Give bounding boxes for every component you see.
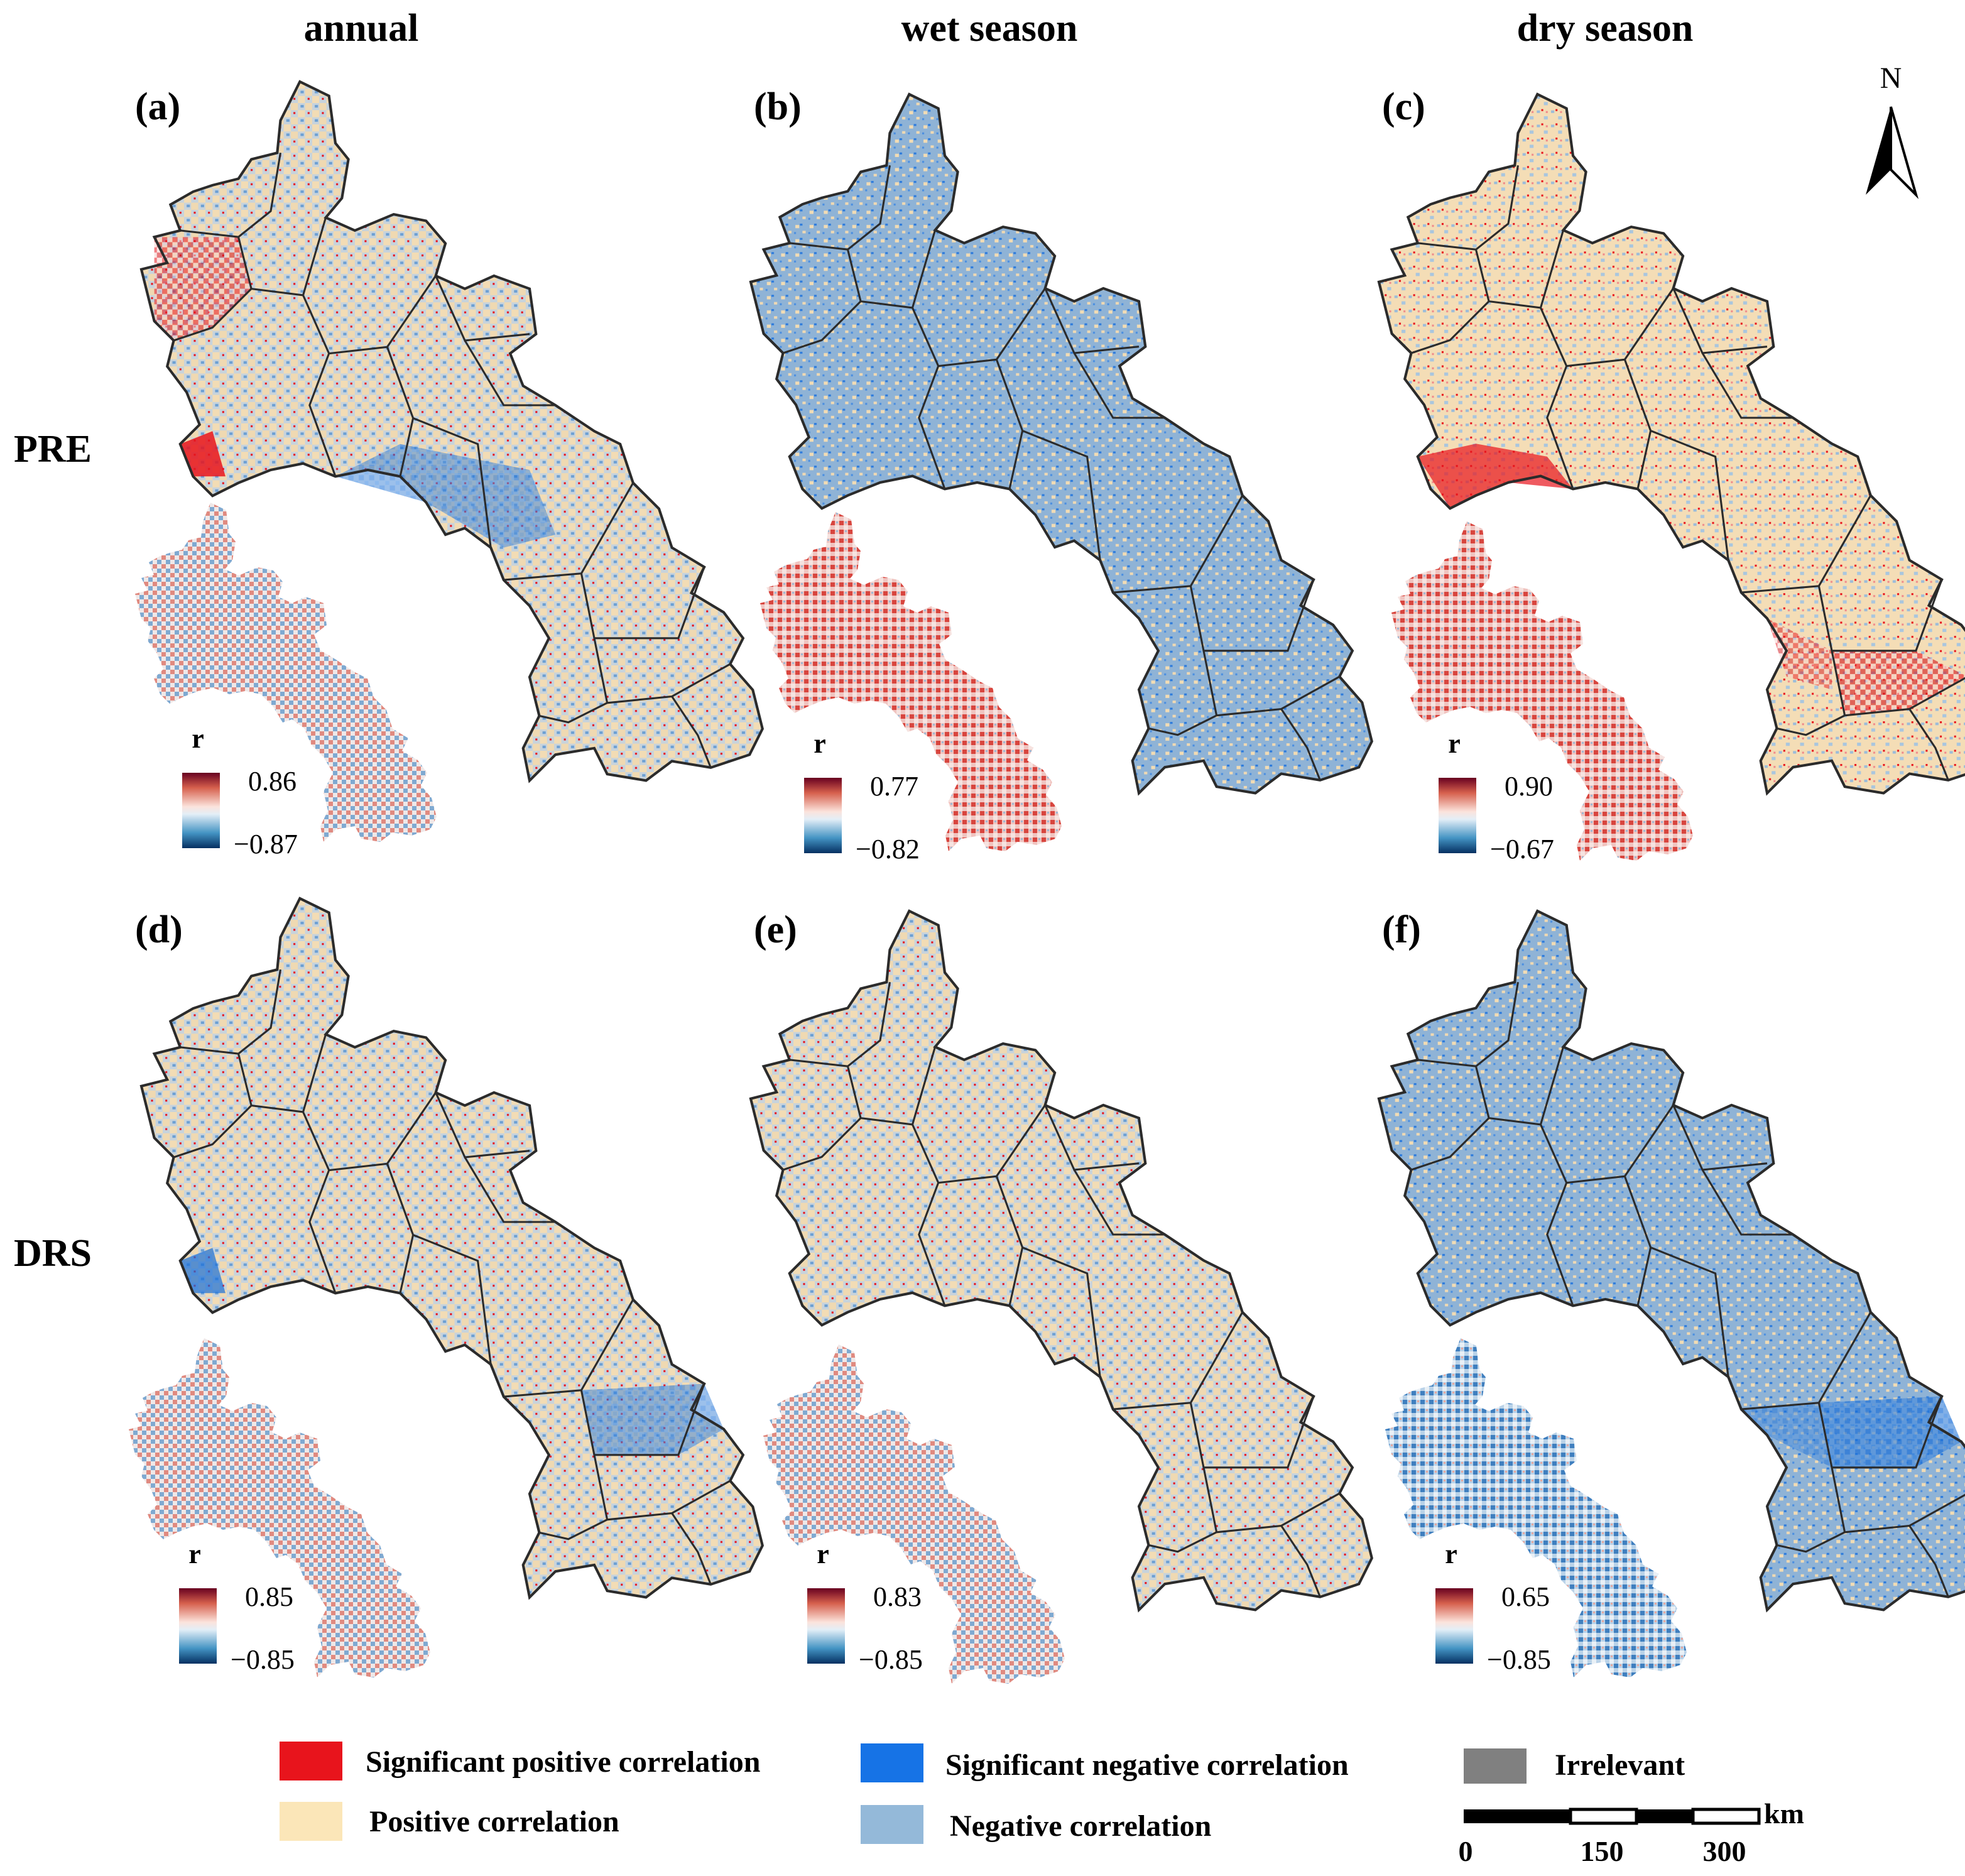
map-panel: (d) r 0.85 −0.85 bbox=[129, 898, 763, 1677]
legend: Significant positive correlation Signifi… bbox=[280, 1742, 1685, 1844]
map-panel: (b) r 0.77 −0.82 bbox=[751, 85, 1372, 864]
colorbar-min: −0.87 bbox=[234, 829, 298, 859]
map-panel: (f) r 0.65 −0.85 bbox=[1379, 908, 1965, 1677]
panel-label: (b) bbox=[754, 85, 802, 128]
colorbar-title: r bbox=[1445, 1539, 1457, 1569]
scale-bar: km 0 150 300 bbox=[1459, 1797, 1804, 1867]
colorbar-min: −0.85 bbox=[859, 1644, 923, 1675]
inset-map bbox=[1385, 1338, 1687, 1677]
inset-map bbox=[129, 1338, 430, 1677]
scale-tick-300: 300 bbox=[1703, 1835, 1746, 1867]
legend-label-positive: Positive correlation bbox=[369, 1805, 619, 1838]
colorbar-max: 0.86 bbox=[248, 766, 297, 797]
scale-unit: km bbox=[1764, 1797, 1804, 1830]
colorbar-title: r bbox=[1448, 728, 1461, 759]
legend-swatch-negative bbox=[861, 1805, 923, 1844]
panel-label: (e) bbox=[754, 908, 797, 951]
map-panels: (a)r0.86−0.87(b)r0.77−0.82(c)r0.90−0.67(… bbox=[129, 82, 1965, 1684]
inset-map bbox=[1391, 521, 1693, 861]
colorbar: r 0.90 −0.67 bbox=[1439, 728, 1554, 864]
column-title-wet-season: wet season bbox=[901, 7, 1078, 50]
row-title-drs: DRS bbox=[14, 1232, 92, 1275]
colorbar-min: −0.67 bbox=[1490, 834, 1554, 864]
colorbar: r 0.77 −0.82 bbox=[804, 728, 920, 864]
colorbar-max: 0.83 bbox=[873, 1581, 922, 1612]
legend-swatch-positive bbox=[280, 1802, 342, 1841]
scale-tick-0: 0 bbox=[1459, 1835, 1473, 1867]
north-arrow-label: N bbox=[1880, 62, 1902, 95]
colorbar: r 0.83 −0.85 bbox=[807, 1539, 923, 1675]
map-panel: (a) r 0.86 −0.87 bbox=[135, 82, 763, 859]
panel-label: (c) bbox=[1382, 85, 1425, 128]
column-title-dry-season: dry season bbox=[1517, 7, 1694, 50]
main-map bbox=[141, 898, 763, 1597]
main-map bbox=[1379, 94, 1965, 793]
colorbar-title: r bbox=[817, 1539, 829, 1569]
legend-label-negative: Negative correlation bbox=[950, 1809, 1211, 1843]
map-panel: (c) r 0.90 −0.67 bbox=[1379, 85, 1965, 864]
panel-label: (d) bbox=[135, 908, 183, 951]
panel-label: (f) bbox=[1382, 908, 1421, 951]
colorbar-title: r bbox=[192, 723, 204, 754]
colorbar-max: 0.85 bbox=[245, 1581, 293, 1612]
main-map bbox=[1379, 911, 1965, 1610]
map-panel: (e) r 0.83 −0.85 bbox=[751, 908, 1372, 1684]
colorbar-max: 0.77 bbox=[870, 771, 918, 802]
row-title-pre: PRE bbox=[14, 428, 92, 471]
legend-label-irrelevant: Irrelevant bbox=[1555, 1748, 1685, 1782]
legend-swatch-significant-negative bbox=[861, 1743, 923, 1782]
main-map bbox=[141, 82, 763, 780]
legend-swatch-irrelevant bbox=[1464, 1748, 1527, 1784]
colorbar-min: −0.82 bbox=[856, 834, 920, 864]
legend-label-significant-positive: Significant positive correlation bbox=[366, 1745, 760, 1779]
colorbar-min: −0.85 bbox=[231, 1644, 295, 1675]
colorbar-max: 0.65 bbox=[1501, 1581, 1550, 1612]
colorbar-min: −0.85 bbox=[1487, 1644, 1551, 1675]
colorbar: r 0.85 −0.85 bbox=[179, 1539, 295, 1675]
colorbar-title: r bbox=[814, 728, 826, 759]
north-arrow-icon: N bbox=[1866, 62, 1919, 199]
legend-swatch-significant-positive bbox=[280, 1742, 342, 1781]
legend-label-significant-negative: Significant negative correlation bbox=[945, 1748, 1349, 1782]
colorbar-title: r bbox=[188, 1539, 201, 1569]
column-title-annual: annual bbox=[304, 7, 419, 50]
colorbar: r 0.65 −0.85 bbox=[1435, 1539, 1551, 1675]
colorbar-max: 0.90 bbox=[1505, 771, 1553, 802]
colorbar: r 0.86 −0.87 bbox=[182, 723, 298, 859]
scale-tick-150: 150 bbox=[1581, 1835, 1624, 1867]
panel-label: (a) bbox=[135, 85, 180, 128]
